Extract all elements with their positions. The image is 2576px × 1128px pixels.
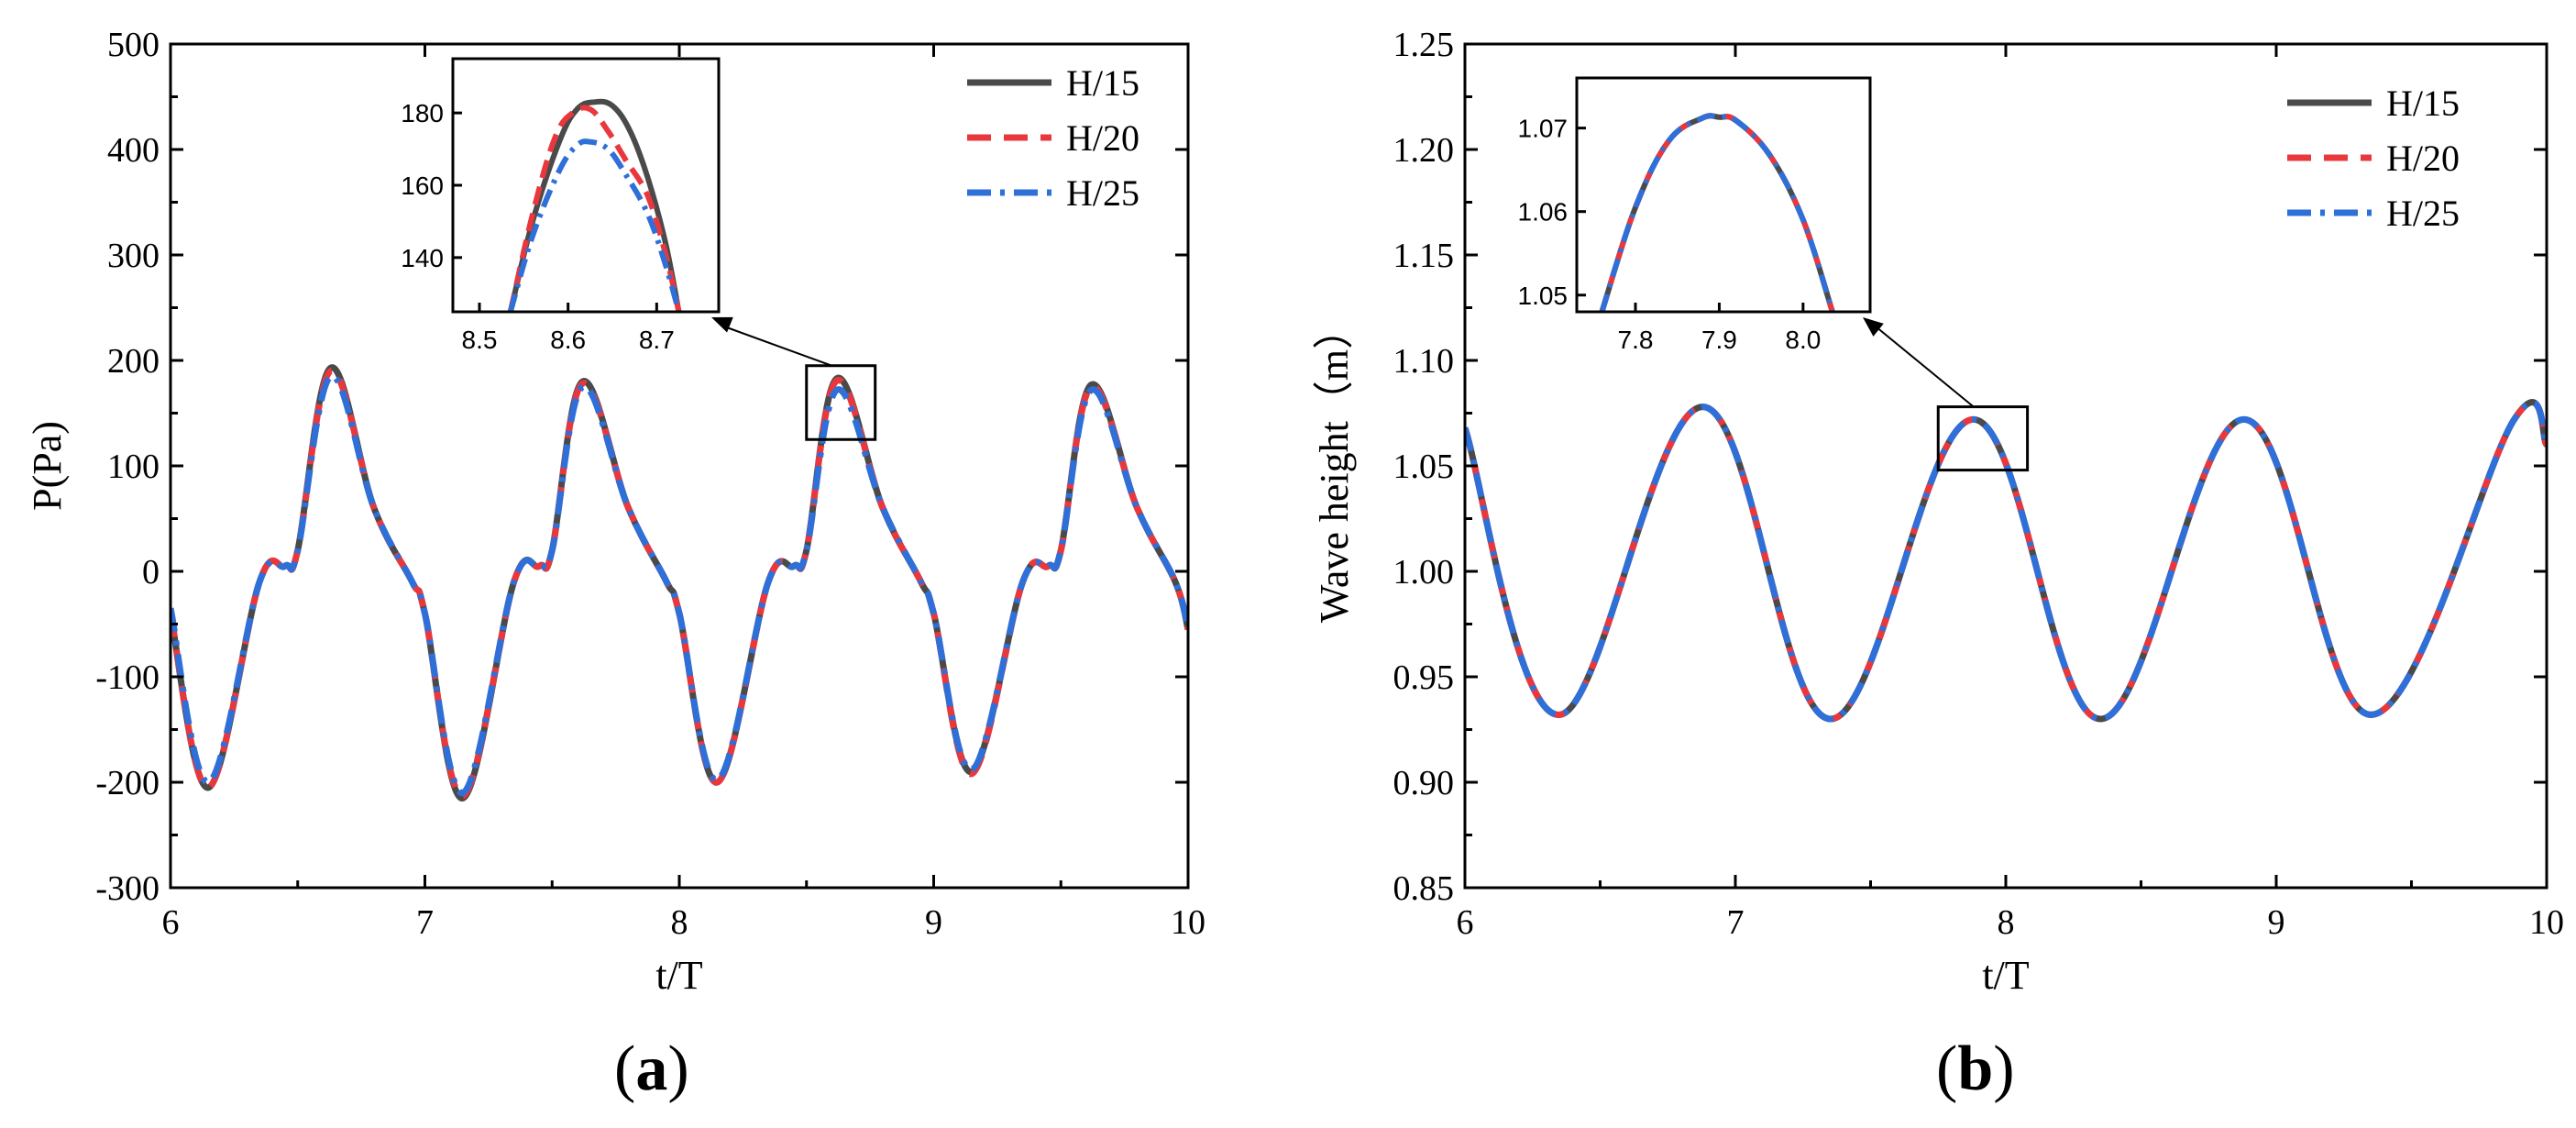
series-line-H-15 xyxy=(171,364,1188,802)
x-tick-label: 8 xyxy=(671,903,688,942)
series-group xyxy=(171,364,1188,802)
inset-y-tick-label: 1.06 xyxy=(1518,198,1569,227)
x-tick-label: 7 xyxy=(1727,903,1745,942)
y-tick-label: -200 xyxy=(95,764,160,802)
chart-panel-b: 6 7 8 9 10 0.85 0.90 0.95 1.00 1.05 1.10 1.15 1.20 1.… xyxy=(1312,26,2564,1104)
inset-x-tick-label: 8.7 xyxy=(639,326,675,354)
y-tick-label: 1.00 xyxy=(1393,553,1455,592)
x-tick-label: 9 xyxy=(925,903,942,942)
panel-label: (a) xyxy=(614,1034,689,1104)
zoom-arrow-head xyxy=(711,316,733,333)
y-tick-label: 0.85 xyxy=(1393,869,1455,908)
series-group xyxy=(1465,399,2547,723)
inset-series-line-H-25 xyxy=(507,138,682,312)
inset-x-tick-label: 7.8 xyxy=(1618,326,1654,354)
y-tick-label: 1.25 xyxy=(1393,26,1455,64)
y-tick-label: 1.05 xyxy=(1393,448,1455,486)
x-tick-label: 6 xyxy=(162,903,180,942)
x-tick-label: 6 xyxy=(1457,903,1474,942)
y-tick-label: 300 xyxy=(107,237,160,275)
y-tick-label: 0 xyxy=(142,553,160,592)
inset-series-line-H-25 xyxy=(1599,113,1835,312)
y-tick-label: 500 xyxy=(107,26,160,64)
inset-series-line-H-20 xyxy=(507,105,682,312)
x-tick-label: 10 xyxy=(1171,903,1205,942)
inset-plot: 8.5 8.6 8.7 140 160 180 xyxy=(401,57,721,354)
legend-label: H/15 xyxy=(2386,83,2460,124)
chart-panel-a: 6 7 8 9 10 -300 -200 -100 0 100 200 300 400 500 t/T P(P… xyxy=(25,26,1205,1104)
legend-label: H/25 xyxy=(2386,193,2460,234)
y-tick-label: 400 xyxy=(107,131,160,170)
inset-y-tick-label: 180 xyxy=(401,99,444,127)
legend-label: H/20 xyxy=(1066,117,1139,159)
zoom-box xyxy=(1936,405,2030,472)
zoom-arrow xyxy=(1875,326,1975,408)
y-tick-label: 0.90 xyxy=(1393,764,1455,802)
inset-x-tick-label: 8.6 xyxy=(550,326,586,354)
inset-frame xyxy=(1575,76,1872,314)
x-tick-label: 9 xyxy=(2268,903,2285,942)
x-axis-label: t/T xyxy=(1982,953,2029,998)
inset-x-tick-label: 7.9 xyxy=(1701,326,1737,354)
legend-label: H/20 xyxy=(2386,138,2460,179)
inset-x-tick-label: 8.0 xyxy=(1785,326,1821,354)
series-line-H-25 xyxy=(1465,399,2547,723)
x-tick-label: 8 xyxy=(1998,903,2015,942)
y-tick-label: -300 xyxy=(95,869,160,908)
y-tick-label: 1.15 xyxy=(1393,237,1455,275)
zoom-box xyxy=(805,364,877,441)
series-line-H-25 xyxy=(171,372,1188,796)
x-axis-label: t/T xyxy=(655,953,702,998)
y-tick-label: -100 xyxy=(95,658,160,697)
series-line-H-20 xyxy=(171,367,1188,800)
inset-x-tick-label: 8.5 xyxy=(462,326,498,354)
inset-y-tick-label: 140 xyxy=(401,244,444,272)
x-tick-label: 10 xyxy=(2529,903,2564,942)
y-tick-label: 100 xyxy=(107,448,160,486)
zoom-arrow xyxy=(723,326,832,367)
x-tick-label: 7 xyxy=(416,903,434,942)
y-tick-label: 0.95 xyxy=(1393,658,1455,697)
zoom-arrow-head xyxy=(1863,317,1884,337)
panel-label: (b) xyxy=(1936,1034,2015,1104)
inset-y-tick-label: 1.07 xyxy=(1518,115,1569,143)
y-axis-label: P(Pa) xyxy=(25,421,70,511)
y-tick-label: 200 xyxy=(107,342,160,381)
inset-y-tick-label: 160 xyxy=(401,171,444,200)
y-axis-label: Wave height（m） xyxy=(1312,309,1357,623)
inset-y-tick-label: 1.05 xyxy=(1518,282,1569,310)
y-tick-label: 1.20 xyxy=(1393,131,1455,170)
legend-label: H/25 xyxy=(1066,172,1139,214)
legend-label: H/15 xyxy=(1066,62,1139,104)
inset-plot: 7.8 7.9 8.0 1.05 1.06 1.07 xyxy=(1518,76,1872,354)
y-tick-label: 1.10 xyxy=(1393,342,1455,381)
